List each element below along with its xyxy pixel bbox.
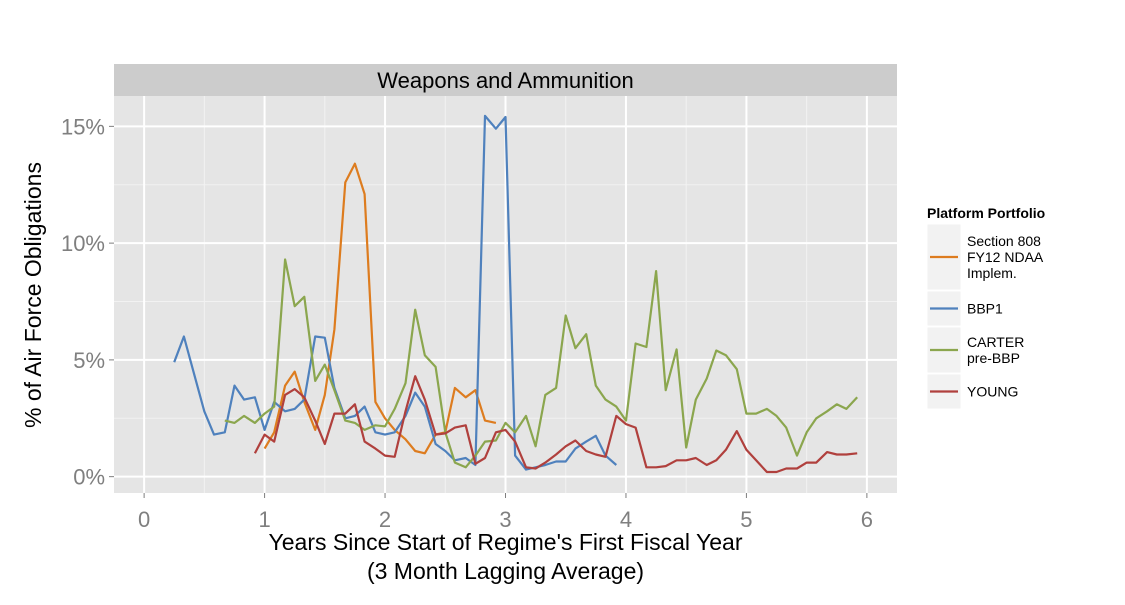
facet-title: Weapons and Ammunition xyxy=(377,68,633,93)
x-axis-label-line1: Years Since Start of Regime's First Fisc… xyxy=(269,529,743,555)
legend-label: FY12 NDAA xyxy=(967,249,1044,265)
x-tick-label: 5 xyxy=(740,507,752,532)
x-axis: 0 1 2 3 4 5 6 xyxy=(138,493,873,532)
x-tick-label: 2 xyxy=(379,507,391,532)
y-axis-label: % of Air Force Obligations xyxy=(20,162,46,428)
y-tick-label: 5% xyxy=(73,348,105,373)
legend-label: Section 808 xyxy=(967,233,1041,249)
x-tick-label: 0 xyxy=(138,507,150,532)
series-line-young xyxy=(253,375,858,474)
series-lines xyxy=(173,114,859,474)
y-tick-label: 0% xyxy=(73,465,105,490)
x-tick-label: 6 xyxy=(861,507,873,532)
y-tick-label: 10% xyxy=(61,231,105,256)
x-tick-label: 4 xyxy=(620,507,632,532)
major-gridlines xyxy=(114,96,897,493)
facet-strip xyxy=(114,64,897,96)
x-tick-label: 3 xyxy=(499,507,511,532)
legend-label: CARTER xyxy=(967,334,1024,350)
legend-label: pre-BBP xyxy=(967,350,1020,366)
legend-title: Platform Portfolio xyxy=(927,205,1045,221)
y-axis: 0% 5% 10% 15% xyxy=(61,114,114,490)
legend-label: Implem. xyxy=(967,265,1017,281)
x-axis-label-line2: (3 Month Lagging Average) xyxy=(367,558,644,584)
x-tick-label: 1 xyxy=(258,507,270,532)
series-line-carter-pre-bbp xyxy=(224,258,859,469)
legend-label: YOUNG xyxy=(967,384,1018,400)
y-tick-label: 15% xyxy=(61,114,105,139)
legend-label: BBP1 xyxy=(967,301,1003,317)
